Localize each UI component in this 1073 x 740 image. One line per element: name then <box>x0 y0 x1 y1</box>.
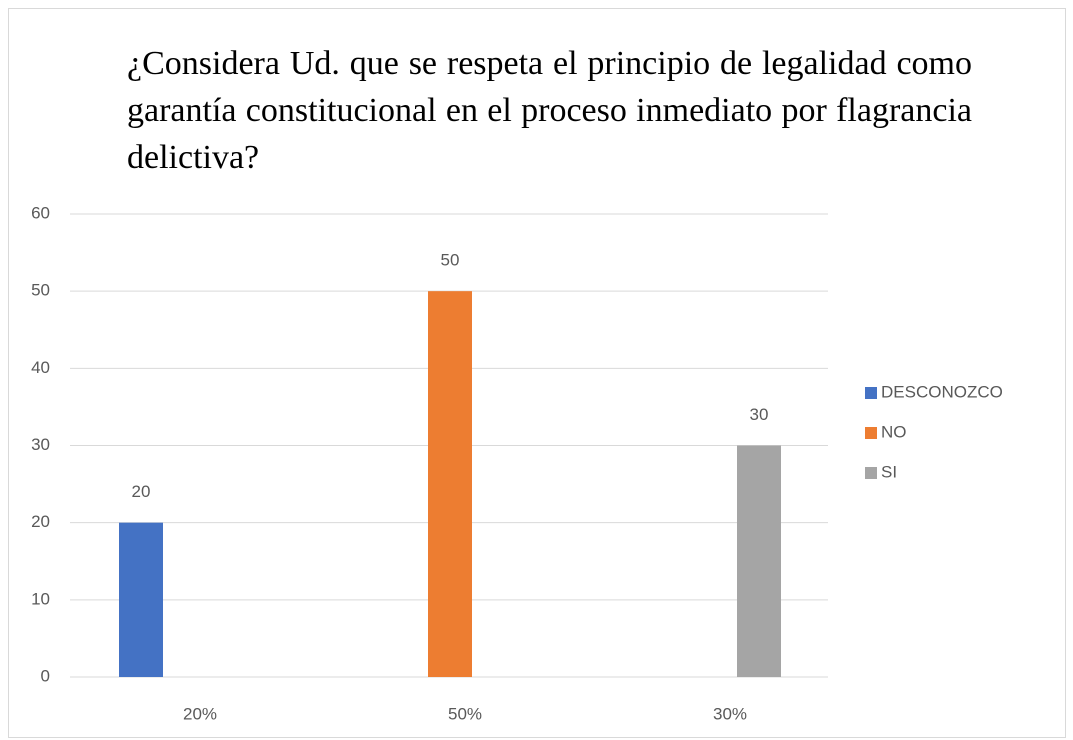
bar <box>119 522 163 677</box>
y-tick-label: 60 <box>31 203 50 222</box>
chart-frame <box>8 8 1066 738</box>
bar <box>428 291 472 677</box>
legend-label: DESCONOZCO <box>881 382 1003 401</box>
legend-label: NO <box>881 422 907 441</box>
y-tick-label: 30 <box>31 435 50 454</box>
data-label: 50 <box>441 251 460 270</box>
legend-swatch <box>865 387 877 399</box>
x-tick-label: 50% <box>448 704 482 723</box>
y-tick-label: 20 <box>31 512 50 531</box>
legend-label: SI <box>881 462 897 481</box>
y-tick-label: 50 <box>31 281 50 300</box>
legend-swatch <box>865 427 877 439</box>
data-label: 20 <box>132 482 151 501</box>
legend-swatch <box>865 467 877 479</box>
chart-title: ¿Considera Ud. que se respeta el princip… <box>127 45 972 176</box>
x-tick-label: 20% <box>183 704 217 723</box>
bar <box>737 445 781 677</box>
data-label: 30 <box>750 405 769 424</box>
y-tick-label: 40 <box>31 358 50 377</box>
y-tick-label: 10 <box>31 589 50 608</box>
x-tick-label: 30% <box>713 704 747 723</box>
y-tick-label: 0 <box>41 666 50 685</box>
